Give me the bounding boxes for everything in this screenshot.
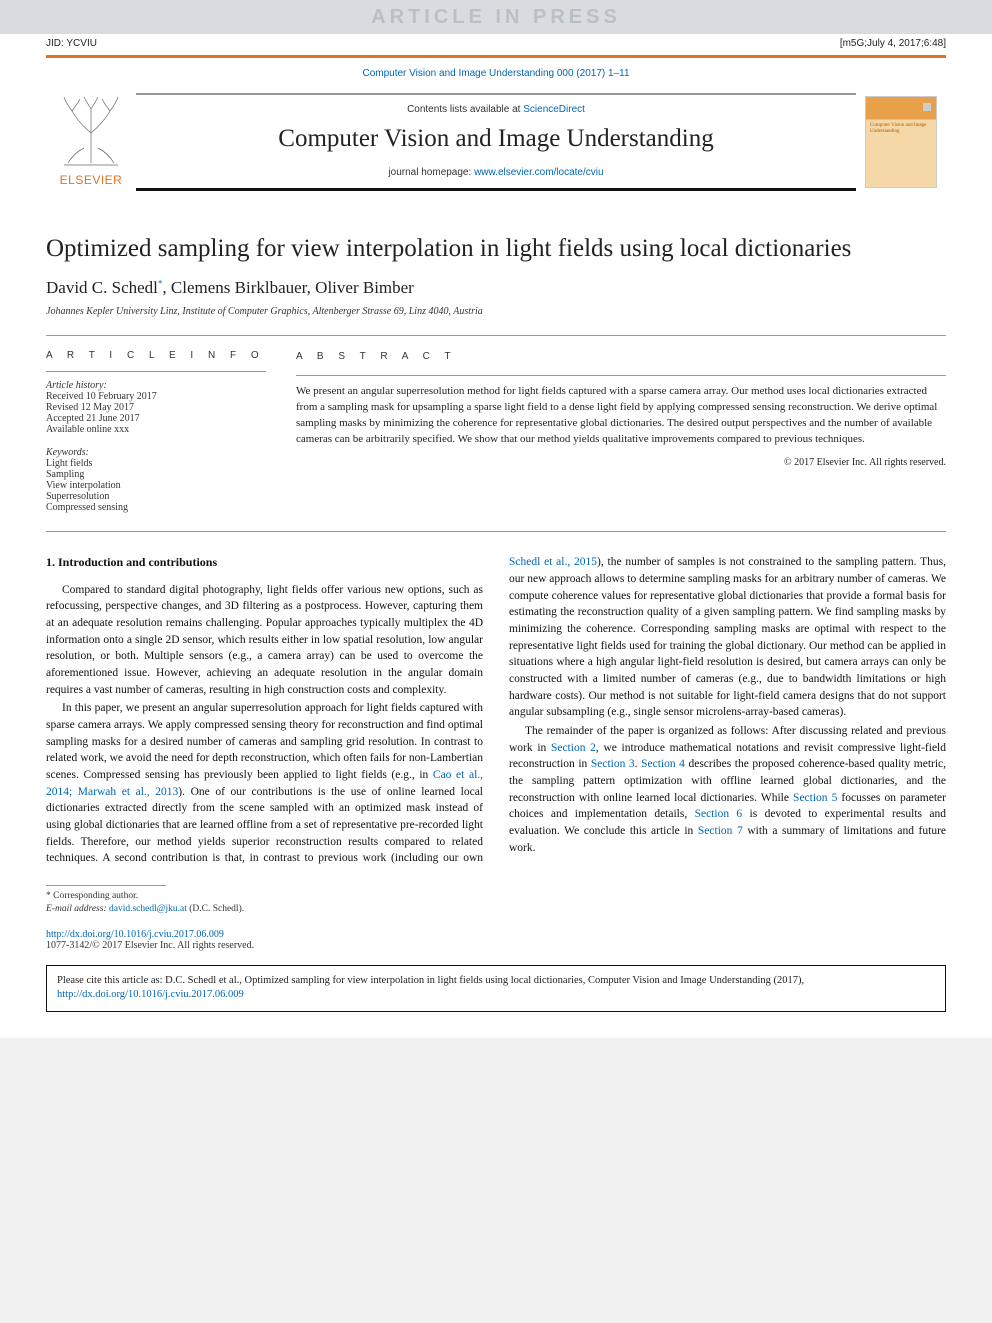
- footnote-rule: [46, 885, 166, 886]
- section-link[interactable]: Section 3: [591, 758, 635, 770]
- article-info: A R T I C L E I N F O Article history: R…: [46, 350, 266, 513]
- info-heading: A R T I C L E I N F O: [46, 350, 266, 361]
- cite-doi-link[interactable]: http://dx.doi.org/10.1016/j.cviu.2017.06…: [57, 989, 244, 1000]
- rule-above-info: [46, 335, 946, 336]
- email-link[interactable]: david.schedl@jku.at: [109, 904, 187, 914]
- abstract-copyright: © 2017 Elsevier Inc. All rights reserved…: [296, 456, 946, 471]
- abstract: A B S T R A C T We present an angular su…: [296, 350, 946, 513]
- author-sep: ,: [307, 278, 316, 297]
- section-1-heading: 1. Introduction and contributions: [46, 554, 483, 571]
- sciencedirect-link[interactable]: ScienceDirect: [523, 104, 585, 115]
- homepage-prefix: journal homepage:: [388, 167, 474, 178]
- publisher-logo-col: ELSEVIER: [46, 93, 136, 191]
- citation-link[interactable]: Schedl et al., 2015: [509, 556, 597, 568]
- keyword: Superresolution: [46, 491, 266, 502]
- cover-text: Computer Vision and Image Understanding: [870, 123, 936, 134]
- cover-col: Computer Vision and Image Understanding: [856, 93, 946, 191]
- section-link[interactable]: Section 4: [641, 758, 685, 770]
- section-link[interactable]: Section 5: [793, 792, 837, 804]
- journal-ref-link[interactable]: Computer Vision and Image Understanding …: [362, 68, 629, 79]
- keyword: Compressed sensing: [46, 502, 266, 513]
- article-title: Optimized sampling for view interpolatio…: [46, 233, 946, 264]
- author-2: Clemens Birklbauer: [171, 278, 307, 297]
- email-line: E-mail address: david.schedl@jku.at (D.C…: [46, 903, 946, 916]
- orange-rule: [46, 55, 946, 58]
- abstract-text: We present an angular superresolution me…: [296, 384, 946, 448]
- header-center: Contents lists available at ScienceDirec…: [136, 93, 856, 191]
- doi-link[interactable]: http://dx.doi.org/10.1016/j.cviu.2017.06…: [46, 929, 224, 940]
- journal-reference: Computer Vision and Image Understanding …: [0, 68, 992, 79]
- text: In this paper, we present an angular sup…: [46, 702, 483, 781]
- watermark-text: ARTICLE IN PRESS: [371, 6, 621, 29]
- authors: David C. Schedl*, Clemens Birklbauer, Ol…: [46, 278, 946, 298]
- cite-text: Please cite this article as: D.C. Schedl…: [57, 975, 804, 986]
- email-label: E-mail address:: [46, 904, 109, 914]
- jid-row: JID: YCVIU [m5G;July 4, 2017;6:48]: [0, 34, 992, 49]
- homepage-line: journal homepage: www.elsevier.com/locat…: [388, 167, 603, 178]
- history-label: Article history:: [46, 380, 107, 391]
- abs-rule: [296, 375, 946, 376]
- email-tail: (D.C. Schedl).: [187, 904, 244, 914]
- footnotes: * Corresponding author. E-mail address: …: [46, 890, 946, 917]
- doi-block: http://dx.doi.org/10.1016/j.cviu.2017.06…: [46, 929, 946, 951]
- author-1: David C. Schedl: [46, 278, 158, 297]
- contents-line: Contents lists available at ScienceDirec…: [407, 104, 585, 115]
- keyword: Light fields: [46, 458, 266, 469]
- header-block: ELSEVIER Contents lists available at Sci…: [46, 93, 946, 191]
- info-rule: [46, 371, 266, 372]
- author-sep: ,: [162, 278, 171, 297]
- section-link[interactable]: Section 2: [551, 742, 596, 754]
- contents-prefix: Contents lists available at: [407, 104, 523, 115]
- section-link[interactable]: Section 6: [695, 808, 743, 820]
- page-root: ARTICLE IN PRESS JID: YCVIU [m5G;July 4,…: [0, 0, 992, 1038]
- affiliation: Johannes Kepler University Linz, Institu…: [46, 306, 946, 317]
- cite-box: Please cite this article as: D.C. Schedl…: [46, 965, 946, 1012]
- journal-title: Computer Vision and Image Understanding: [278, 125, 713, 153]
- keyword: View interpolation: [46, 480, 266, 491]
- keyword: Sampling: [46, 469, 266, 480]
- received: Received 10 February 2017: [46, 391, 157, 402]
- accepted: Accepted 21 June 2017: [46, 413, 140, 424]
- jid-right: [m5G;July 4, 2017;6:48]: [840, 38, 946, 49]
- homepage-link[interactable]: www.elsevier.com/locate/cviu: [474, 167, 604, 178]
- journal-cover-thumb: Computer Vision and Image Understanding: [865, 96, 937, 188]
- jid-left: JID: YCVIU: [46, 38, 97, 49]
- author-3: Oliver Bimber: [315, 278, 414, 297]
- watermark-bar: ARTICLE IN PRESS: [0, 0, 992, 34]
- text: tribution is that, in contrast to previo…: [168, 852, 483, 864]
- rule-below-abstract: [46, 531, 946, 532]
- info-abstract-row: A R T I C L E I N F O Article history: R…: [46, 350, 946, 513]
- online: Available online xxx: [46, 424, 129, 435]
- section-link[interactable]: Section 7: [698, 825, 743, 837]
- elsevier-label: ELSEVIER: [60, 173, 123, 187]
- corresponding-note: * Corresponding author.: [46, 890, 946, 903]
- text: ), the number of samples is not constrai…: [509, 556, 946, 718]
- elsevier-tree-icon: [54, 93, 128, 171]
- paragraph: The remainder of the paper is organized …: [509, 723, 946, 856]
- abstract-heading: A B S T R A C T: [296, 350, 946, 365]
- body-text: 1. Introduction and contributions Compar…: [46, 554, 946, 867]
- issn-copyright: 1077-3142/© 2017 Elsevier Inc. All right…: [46, 940, 254, 951]
- paragraph: Compared to standard digital photography…: [46, 582, 483, 699]
- revised: Revised 12 May 2017: [46, 402, 134, 413]
- keywords-label: Keywords:: [46, 447, 266, 458]
